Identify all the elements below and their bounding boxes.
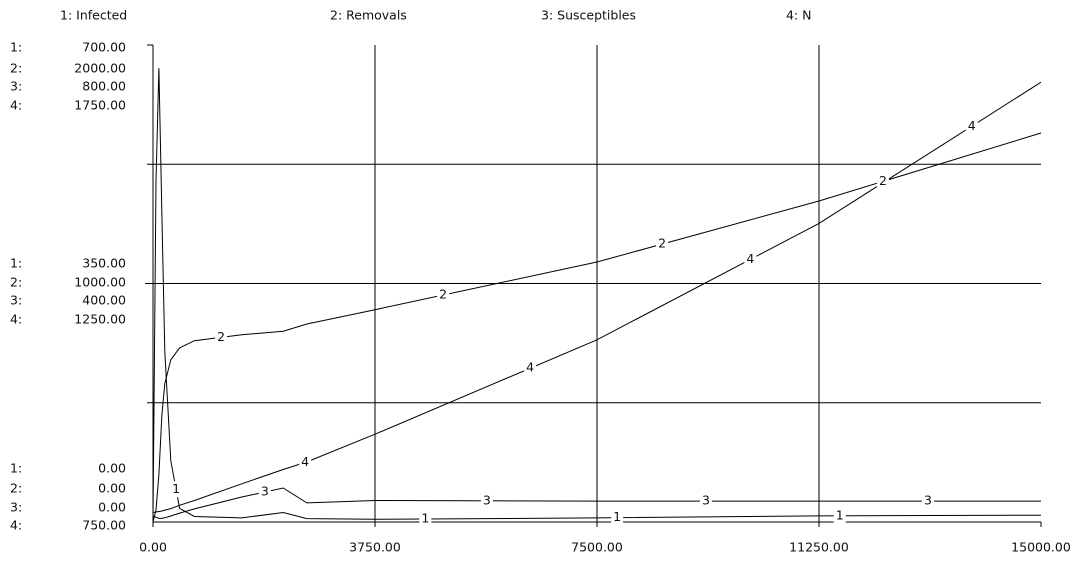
y-tick-label: 0.00 <box>98 500 126 515</box>
x-tick-label: 15000.00 <box>1011 540 1071 555</box>
line-label-bg <box>524 360 537 377</box>
y-axis-prefix: 1: <box>10 40 22 55</box>
y-tick-label: 1000.00 <box>74 275 126 290</box>
y-axis-prefix: 3: <box>10 500 22 515</box>
line-label: 3 <box>702 493 710 508</box>
y-tick-label: 0.00 <box>98 461 126 476</box>
series-line <box>152 81 1042 513</box>
y-tick-label: 1250.00 <box>74 312 126 327</box>
y-tick-label: 2000.00 <box>74 61 126 76</box>
line-label: 2 <box>217 329 225 344</box>
line-label-bg <box>480 492 493 509</box>
line-label-bg <box>215 329 228 346</box>
y-axis-prefix: 1: <box>10 461 22 476</box>
line-label: 2 <box>879 173 887 188</box>
line-label-bg <box>437 287 450 304</box>
line-label-bg <box>258 483 271 500</box>
x-tick-label: 7500.00 <box>571 540 623 555</box>
y-axis-prefix: 2: <box>10 481 22 496</box>
line-label: 1 <box>421 510 429 525</box>
y-tick-label: 350.00 <box>82 256 126 271</box>
series-line <box>152 487 1041 519</box>
y-tick-label: 700.00 <box>82 40 126 55</box>
y-axis-prefix: 1: <box>10 256 22 271</box>
line-label-bg <box>656 236 669 253</box>
y-axis-prefix: 2: <box>10 275 22 290</box>
line-label: 4 <box>746 251 754 266</box>
x-tick-label: 3750.00 <box>349 540 401 555</box>
line-label: 2 <box>439 287 447 302</box>
line-label: 3 <box>924 493 932 508</box>
line-label-bg <box>299 454 312 471</box>
x-tick-label: 0.00 <box>139 540 167 555</box>
series-line <box>152 68 1042 520</box>
line-label-bg <box>611 509 624 526</box>
series-line <box>152 132 1042 523</box>
y-axis-prefix: 2: <box>10 61 22 76</box>
y-tick-label: 1750.00 <box>74 98 126 113</box>
line-label: 2 <box>658 236 666 251</box>
y-tick-label: 750.00 <box>82 518 126 533</box>
legend-entry: 3: Susceptibles <box>541 8 636 23</box>
y-tick-label: 400.00 <box>82 293 126 308</box>
line-label: 3 <box>483 492 491 507</box>
line-label: 1 <box>836 507 844 522</box>
y-axis-prefix: 3: <box>10 79 22 94</box>
line-label-bg <box>833 507 846 524</box>
line-label: 1 <box>172 481 180 496</box>
line-label-bg <box>921 493 934 510</box>
line-label-bg <box>965 118 978 135</box>
line-label-bg <box>699 493 712 510</box>
line-label-bg <box>744 251 757 268</box>
line-label-bg <box>419 510 432 527</box>
y-tick-label: 800.00 <box>82 79 126 94</box>
y-axis-prefix: 4: <box>10 312 22 327</box>
legend-entry: 4: N <box>786 8 812 23</box>
y-axis-prefix: 4: <box>10 98 22 113</box>
legend-entry: 2: Removals <box>330 8 407 23</box>
y-axis-prefix: 3: <box>10 293 22 308</box>
y-tick-label: 0.00 <box>98 481 126 496</box>
line-label: 1 <box>613 509 621 524</box>
line-label: 4 <box>968 118 976 133</box>
line-label: 4 <box>301 454 309 469</box>
line-label: 4 <box>526 360 534 375</box>
line-label-bg <box>170 481 183 498</box>
y-axis-prefix: 4: <box>10 518 22 533</box>
line-label: 3 <box>261 483 269 498</box>
line-label-bg <box>876 173 889 190</box>
legend-entry: 1: Infected <box>60 8 127 23</box>
x-tick-label: 11250.00 <box>789 540 849 555</box>
